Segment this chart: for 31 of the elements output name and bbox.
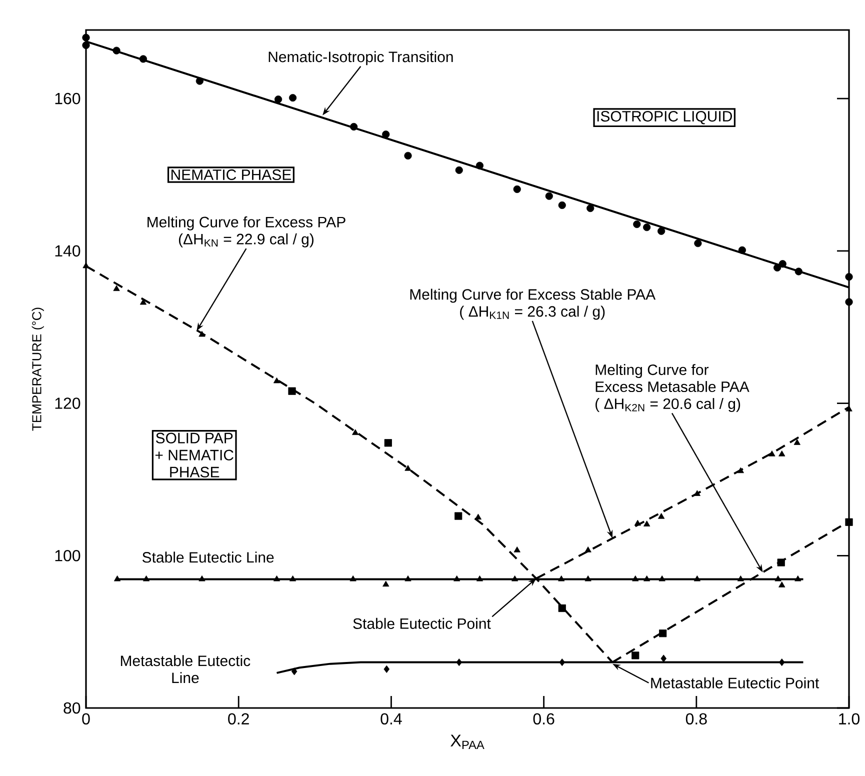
x-tick-label: 0.6 bbox=[533, 713, 554, 725]
annotation: Excess Metasable PAA bbox=[596, 381, 750, 392]
x-tick-label: 0.4 bbox=[380, 713, 402, 725]
annotation: Melting Curve for bbox=[596, 364, 709, 378]
y-tick-label: 100 bbox=[55, 550, 80, 562]
y-axis-title: TEMPERATURE (°C) bbox=[32, 308, 44, 431]
annotation: Stable Eutectic Line bbox=[142, 552, 274, 563]
annotation: Nematic-Isotropic Transition bbox=[268, 51, 453, 66]
y-tick-label: 80 bbox=[64, 702, 80, 714]
annotation: + NEMATIC bbox=[155, 450, 234, 460]
annotation: Metastable Eutectic bbox=[120, 655, 250, 666]
x-tick-label: 0.8 bbox=[686, 713, 707, 725]
y-tick-label: 160 bbox=[55, 92, 80, 104]
annotation: SOLID PAP bbox=[156, 432, 233, 444]
annotation: PHASE bbox=[170, 466, 220, 478]
y-tick-label: 120 bbox=[55, 398, 80, 409]
annotation: ( ΔH$_{K1N}$ = 26.3 cal / g) bbox=[460, 306, 605, 320]
annotation: ISOTROPIC LIQUID bbox=[597, 110, 732, 124]
x-tick-label: 0 bbox=[82, 713, 90, 725]
annotation: Line bbox=[172, 672, 199, 684]
annotation: ( ΔH$_{K2N}$ = 20.6 cal / g) bbox=[596, 398, 740, 412]
x-tick-label: 1.0 bbox=[839, 713, 860, 725]
x-tick-label: 0.2 bbox=[228, 713, 249, 725]
x-axis-title: X$_{PAA}$ bbox=[450, 734, 484, 750]
annotation: Stable Eutectic Point bbox=[353, 618, 491, 629]
annotation: Melting Curve for Excess Stable PAA bbox=[410, 288, 656, 303]
y-tick-label: 140 bbox=[55, 245, 80, 257]
annotation: Melting Curve for Excess PAP bbox=[148, 216, 346, 230]
annotation: Metastable Eutectic Point bbox=[651, 677, 820, 688]
annotation: NEMATIC PHASE bbox=[172, 169, 292, 180]
annotation: (ΔH$_{KN}$ = 22.9 cal / g) bbox=[178, 233, 314, 248]
